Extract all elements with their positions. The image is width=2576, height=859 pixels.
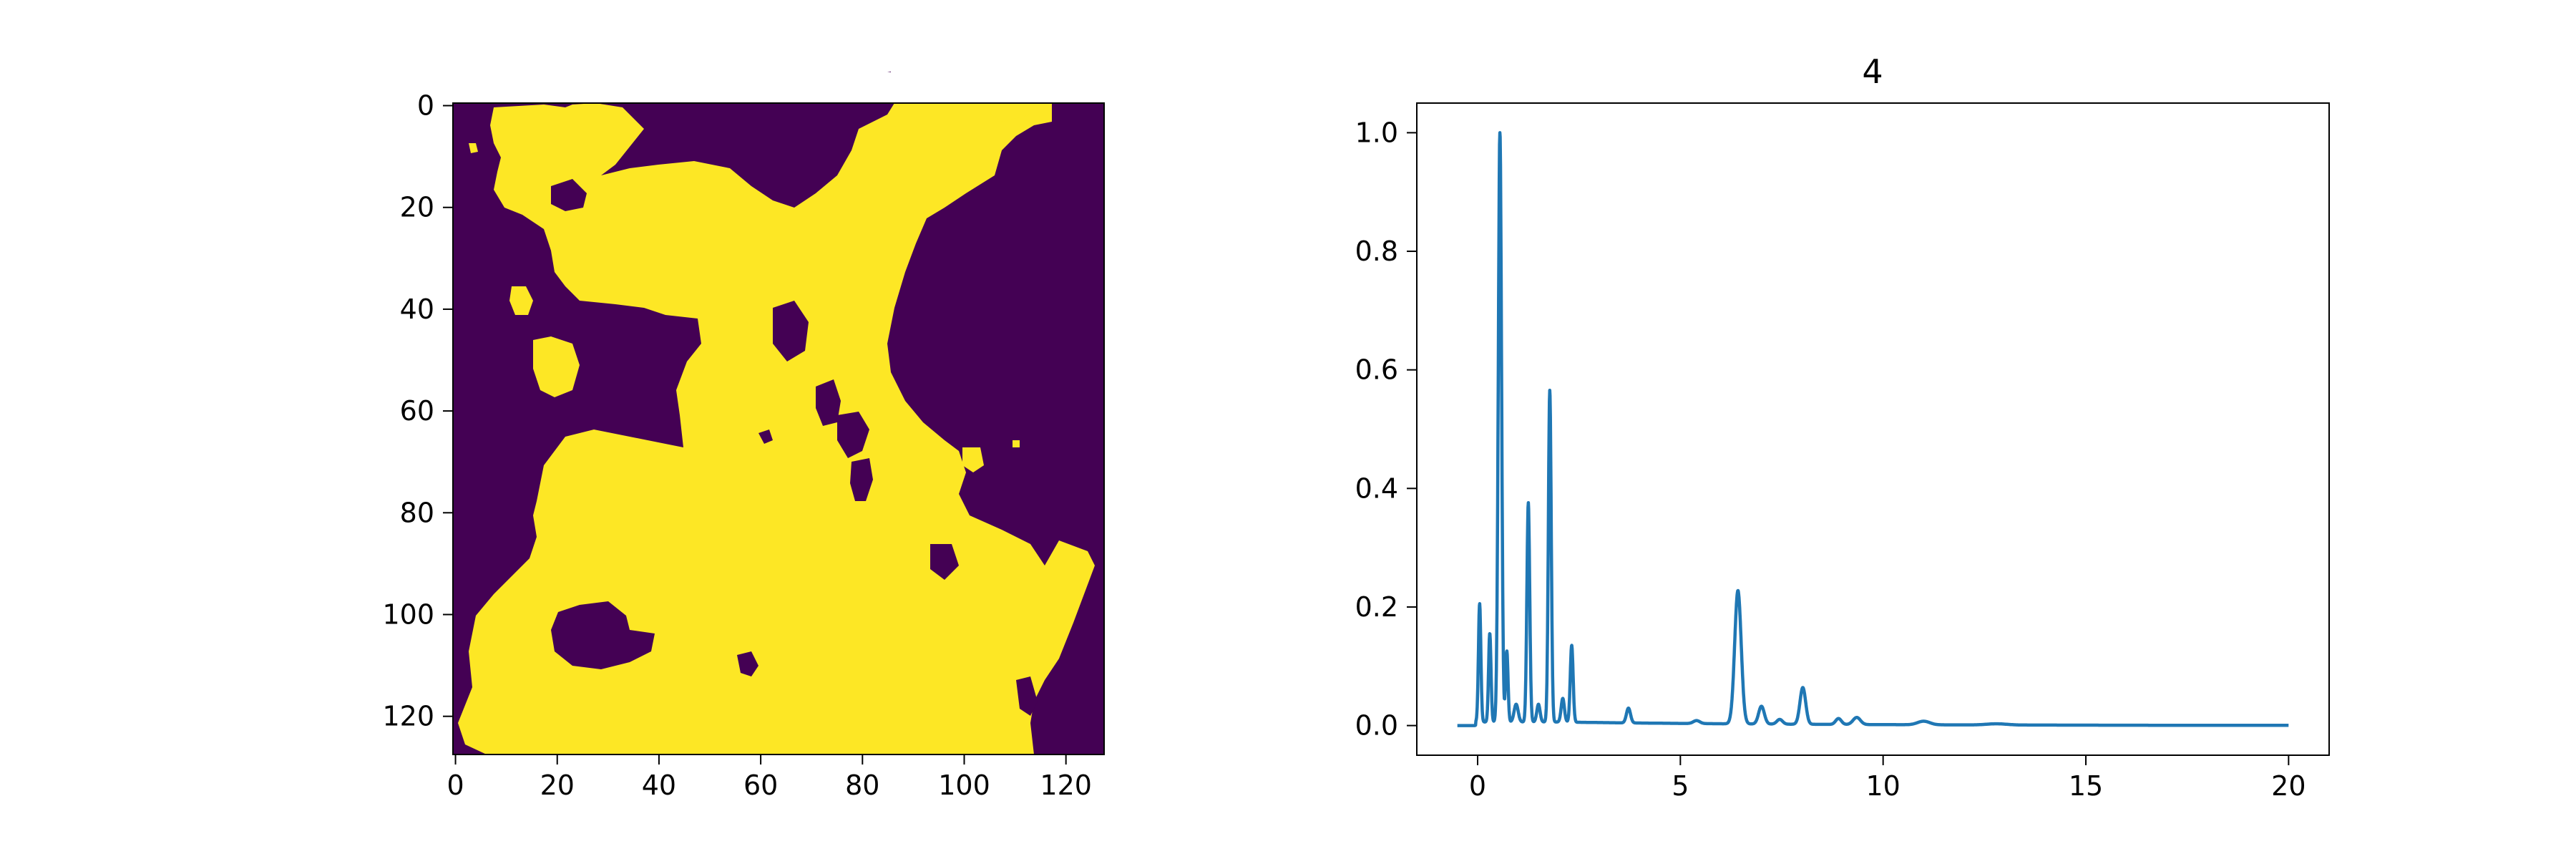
- mask-y-tick-label: 100: [382, 598, 434, 630]
- mask-hole-6: [551, 601, 655, 669]
- mask-hole-11: [1016, 676, 1038, 716]
- mask-y-tick-label: 80: [400, 497, 434, 528]
- plot-x-tick-label: 0: [1469, 770, 1486, 802]
- mask-hole-4: [837, 412, 869, 458]
- mask-y-tick-label: 40: [400, 293, 434, 325]
- mask-island-6: [1013, 440, 1020, 447]
- mask-y-tick-label: 20: [400, 192, 434, 223]
- plot-frame: [1416, 102, 2330, 756]
- mask-island-1: [533, 336, 580, 397]
- mask-hole-9: [758, 430, 773, 444]
- mask-island-4: [987, 103, 1030, 122]
- mask-image-panel: 0 20 40 60 80 100 120 0 20 40 60 80 100 120: [382, 72, 1105, 801]
- mask-x-tick-label: 40: [642, 770, 676, 801]
- line-plot-panel: 4 0 5 10 15 20 0.0 0.2 0.4 0.6 0.8 1.0: [1355, 52, 2330, 802]
- mask-x-tick-label: 80: [845, 770, 879, 801]
- plot-title: 4: [1862, 52, 1883, 91]
- mask-hole-2: [773, 301, 809, 361]
- mask-x-tick-label: 20: [540, 770, 575, 801]
- mask-x-tick-label: 60: [743, 770, 778, 801]
- plot-x-tick-label: 15: [2069, 770, 2103, 802]
- plot-x-tick-label: 5: [1672, 770, 1689, 802]
- plot-x-tick-label: 10: [1865, 770, 1900, 802]
- mask-y-ticks: 0 20 40 60 80 100 120: [382, 90, 453, 732]
- plot-x-ticks: 0 5 10 15 20: [1469, 755, 2306, 802]
- mask-y-tick-label: 120: [382, 701, 434, 732]
- mask-y-tick-label: 0: [417, 90, 434, 122]
- mask-island-2: [509, 286, 533, 315]
- mask-region-main: [458, 103, 1095, 754]
- plot-y-tick-label: 0.0: [1355, 710, 1398, 742]
- mask-x-tick-label: 100: [938, 770, 990, 801]
- plot-y-tick-label: 0.4: [1355, 472, 1398, 504]
- plot-x-tick-label: 20: [2271, 770, 2306, 802]
- mask-x-tick-label: 0: [447, 770, 464, 801]
- mask-hole-1: [551, 179, 587, 211]
- mask-island-5: [469, 143, 478, 153]
- mask-foreground: [458, 72, 1095, 754]
- plot-y-tick-label: 0.8: [1355, 236, 1398, 267]
- mask-hole-5: [850, 458, 873, 501]
- mask-hole-3: [816, 379, 841, 426]
- plot-y-tick-label: 1.0: [1355, 117, 1398, 148]
- plot-y-ticks: 0.0 0.2 0.4 0.6 0.8 1.0: [1355, 117, 1417, 742]
- plot-y-tick-label: 0.6: [1355, 354, 1398, 386]
- mask-x-tick-label: 120: [1040, 770, 1092, 801]
- mask-hole-7: [737, 651, 758, 676]
- series-line: [1455, 131, 2290, 727]
- plot-y-tick-label: 0.2: [1355, 591, 1398, 623]
- mask-frame: [452, 102, 1105, 755]
- mask-y-tick-label: 60: [400, 395, 434, 427]
- mask-hole-10: [930, 544, 959, 580]
- mask-x-ticks: 0 20 40 60 80 100 120: [447, 754, 1092, 801]
- mask-island-3: [962, 447, 984, 472]
